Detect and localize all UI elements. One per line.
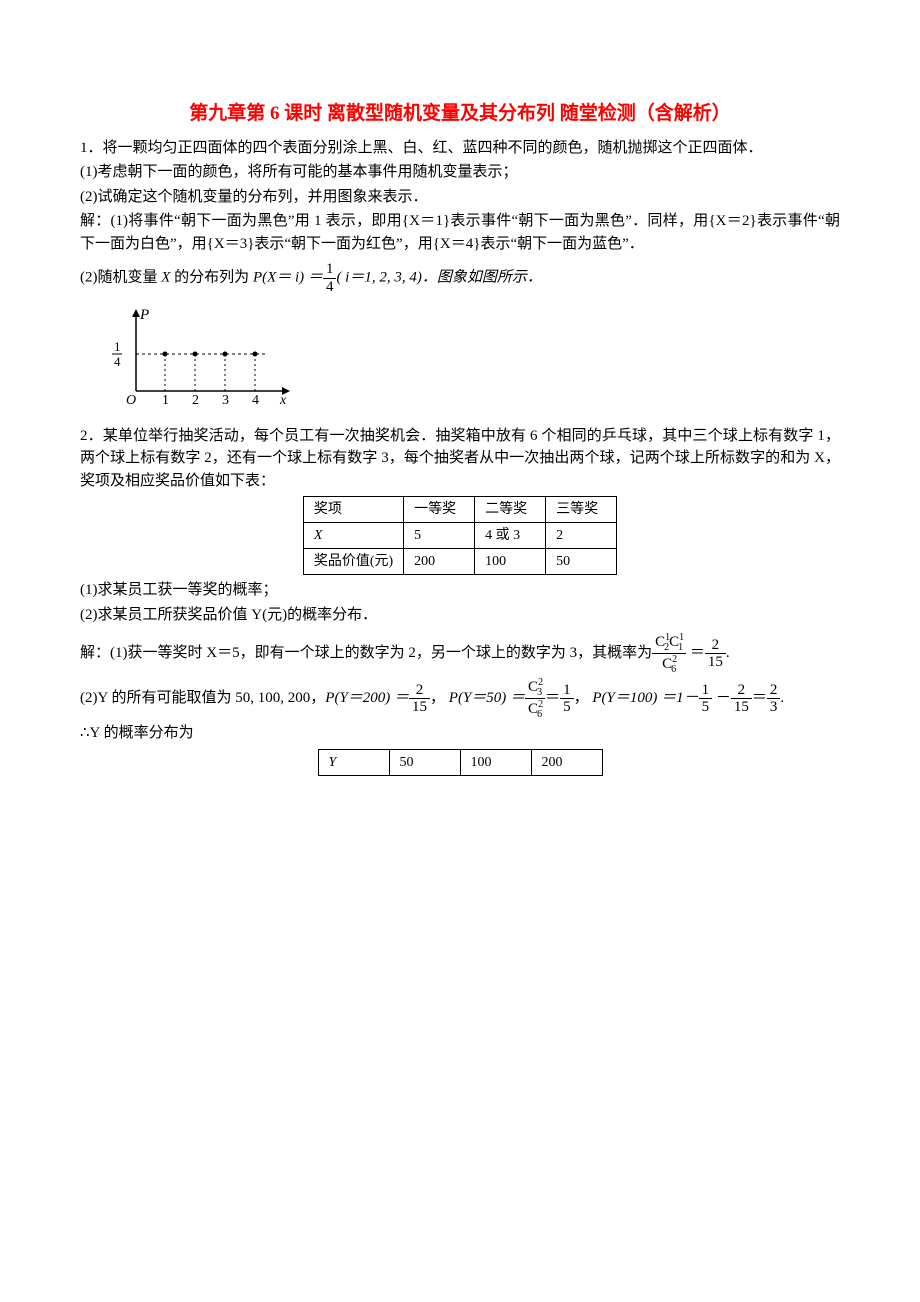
- cell: 三等奖: [546, 497, 617, 523]
- cell: 100: [460, 749, 531, 775]
- frac-den: 5: [699, 699, 713, 716]
- table-row: Y 50 100 200: [318, 749, 602, 775]
- period: .: [780, 690, 784, 706]
- page-title: 第九章第 6 课时 离散型随机变量及其分布列 随堂检测（含解析）: [80, 100, 840, 129]
- frac-den: C26: [652, 654, 686, 675]
- distribution-table: Y 50 100 200: [318, 749, 603, 776]
- cell: 50: [389, 749, 460, 775]
- frac-num: 2: [409, 682, 430, 700]
- cell: 4 或 3: [475, 523, 546, 549]
- p1-sub1: (1)考虑朝下一面的颜色，将所有可能的基本事件用随机变量表示；: [80, 161, 840, 184]
- frac-2-3: 23: [767, 682, 781, 716]
- p1-sol1-text: (1)将事件“朝下一面为黑色”用 1 表示，即用{X＝1}表示事件“朝下一面为黑…: [80, 213, 840, 252]
- p1-solution-1: 解：(1)将事件“朝下一面为黑色”用 1 表示，即用{X＝1}表示事件“朝下一面…: [80, 210, 840, 255]
- frac-num: C23: [525, 677, 545, 699]
- eq: ＝: [545, 690, 560, 706]
- cell: 2: [546, 523, 617, 549]
- p2-sub2: (2)求某员工所获奖品价值 Y(元)的概率分布．: [80, 604, 840, 627]
- frac-num: 1: [699, 682, 713, 700]
- therefore-line: ∴Y 的概率分布为: [80, 722, 840, 745]
- cell: X: [303, 523, 403, 549]
- p2-num: 2．: [80, 428, 103, 444]
- x-tick-3: 3: [222, 393, 229, 408]
- distribution-graph: P 1 4 O 1 2 3 4 x: [100, 301, 840, 419]
- frac-2-15: 215: [705, 637, 726, 671]
- table-row: X 5 4 或 3 2: [303, 523, 616, 549]
- cell: Y: [318, 749, 389, 775]
- frac-num: 1: [560, 682, 574, 700]
- x-tick-2: 2: [192, 393, 199, 408]
- frac-den: C26: [525, 699, 545, 720]
- frac-2-15b: 215: [409, 682, 430, 716]
- frac-comb: C12C11C26: [652, 632, 686, 675]
- p50-label: P(Y＝50) ＝: [449, 690, 525, 706]
- eq: ＝: [752, 690, 767, 706]
- frac-den: 15: [409, 699, 430, 716]
- frac-comb2: C23C26: [525, 677, 545, 720]
- x-tick-4: 4: [252, 393, 259, 408]
- cell: 200: [531, 749, 602, 775]
- cell: 5: [404, 523, 475, 549]
- frac-den: 15: [731, 699, 752, 716]
- table-row: 奖项 一等奖 二等奖 三等奖: [303, 497, 616, 523]
- frac-num: 2: [731, 682, 752, 700]
- p2-solution-2: (2)Y 的所有可能取值为 50, 100, 200，P(Y＝200) ＝215…: [80, 677, 840, 720]
- prize-table: 奖项 一等奖 二等奖 三等奖 X 5 4 或 3 2 奖品价值(元) 200 1…: [303, 496, 617, 575]
- table-row: 奖品价值(元) 200 100 50: [303, 549, 616, 575]
- frac-num: 2: [705, 637, 726, 655]
- x-tick-1: 1: [162, 393, 169, 408]
- p2-sub1: (1)求某员工获一等奖的概率；: [80, 579, 840, 602]
- p1-solution-2: (2)随机变量 X 的分布列为 P(X＝ i) ＝14( i＝1, 2, 3, …: [80, 261, 840, 295]
- cell: 奖品价值(元): [303, 549, 403, 575]
- cell: 200: [404, 549, 475, 575]
- p2-sol2-a: (2)Y 的所有可能取值为 50, 100, 200，: [80, 690, 325, 706]
- p100-label: P(Y＝100) ＝1－: [592, 690, 698, 706]
- period: .: [726, 645, 730, 661]
- frac-num: 1: [323, 261, 337, 279]
- frac-num: C12C11: [652, 632, 686, 654]
- sol-label: 解：: [80, 645, 110, 661]
- frac-1-5: 15: [560, 682, 574, 716]
- frac-den: 5: [560, 699, 574, 716]
- cell: 100: [475, 549, 546, 575]
- frac-den: 4: [323, 279, 337, 296]
- comma: ，: [574, 690, 589, 706]
- p1-num: 1．: [80, 140, 103, 156]
- y-tick-den: 4: [114, 354, 121, 369]
- p1-sol2-b: 的分布列为: [170, 269, 253, 285]
- p2-text: 某单位举行抽奖活动，每个员工有一次抽奖机会．抽奖箱中放有 6 个相同的乒乓球，其…: [80, 428, 840, 489]
- comma: ，: [430, 690, 445, 706]
- sol-label: 解：: [80, 213, 111, 229]
- problem-1: 1．将一颗均匀正四面体的四个表面分别涂上黑、白、红、蓝四种不同的颜色，随机抛掷这…: [80, 137, 840, 160]
- y-tick-num: 1: [114, 339, 121, 354]
- eq: ＝: [690, 645, 705, 661]
- p2-solution-1: 解：(1)获一等奖时 X＝5，即有一个球上的数字为 2，另一个球上的数字为 3，…: [80, 632, 840, 675]
- frac-1-5b: 15: [699, 682, 713, 716]
- var-p: P: [253, 269, 262, 285]
- cell: 二等奖: [475, 497, 546, 523]
- problem-2: 2．某单位举行抽奖活动，每个员工有一次抽奖机会．抽奖箱中放有 6 个相同的乒乓球…: [80, 425, 840, 493]
- frac-2-15c: 215: [731, 682, 752, 716]
- frac-1-4: 14: [323, 261, 337, 295]
- p1-sol2-c: ( i＝1, 2, 3, 4)．图象如图所示．: [336, 269, 541, 285]
- y-axis-label: P: [139, 307, 149, 323]
- p1-sol2-a: (2)随机变量: [80, 269, 161, 285]
- frac-den: 15: [705, 654, 726, 671]
- frac-num: 2: [767, 682, 781, 700]
- p1-eq: (X＝ i) ＝: [262, 269, 323, 285]
- cell: 一等奖: [404, 497, 475, 523]
- x-axis-label: x: [279, 393, 287, 408]
- cell: 奖项: [303, 497, 403, 523]
- p2-sol1-a: (1)获一等奖时 X＝5，即有一个球上的数字为 2，另一个球上的数字为 3，其概…: [110, 645, 652, 661]
- p1-sub2: (2)试确定这个随机变量的分布列，并用图象来表示．: [80, 186, 840, 209]
- origin-label: O: [126, 393, 136, 408]
- p200-label: P(Y＝200) ＝: [325, 690, 409, 706]
- frac-den: 3: [767, 699, 781, 716]
- p1-text: 将一颗均匀正四面体的四个表面分别涂上黑、白、红、蓝四种不同的颜色，随机抛掷这个正…: [103, 140, 763, 156]
- minus: －: [716, 690, 731, 706]
- cell: 50: [546, 549, 617, 575]
- graph-svg: P 1 4 O 1 2 3 4 x: [100, 301, 300, 411]
